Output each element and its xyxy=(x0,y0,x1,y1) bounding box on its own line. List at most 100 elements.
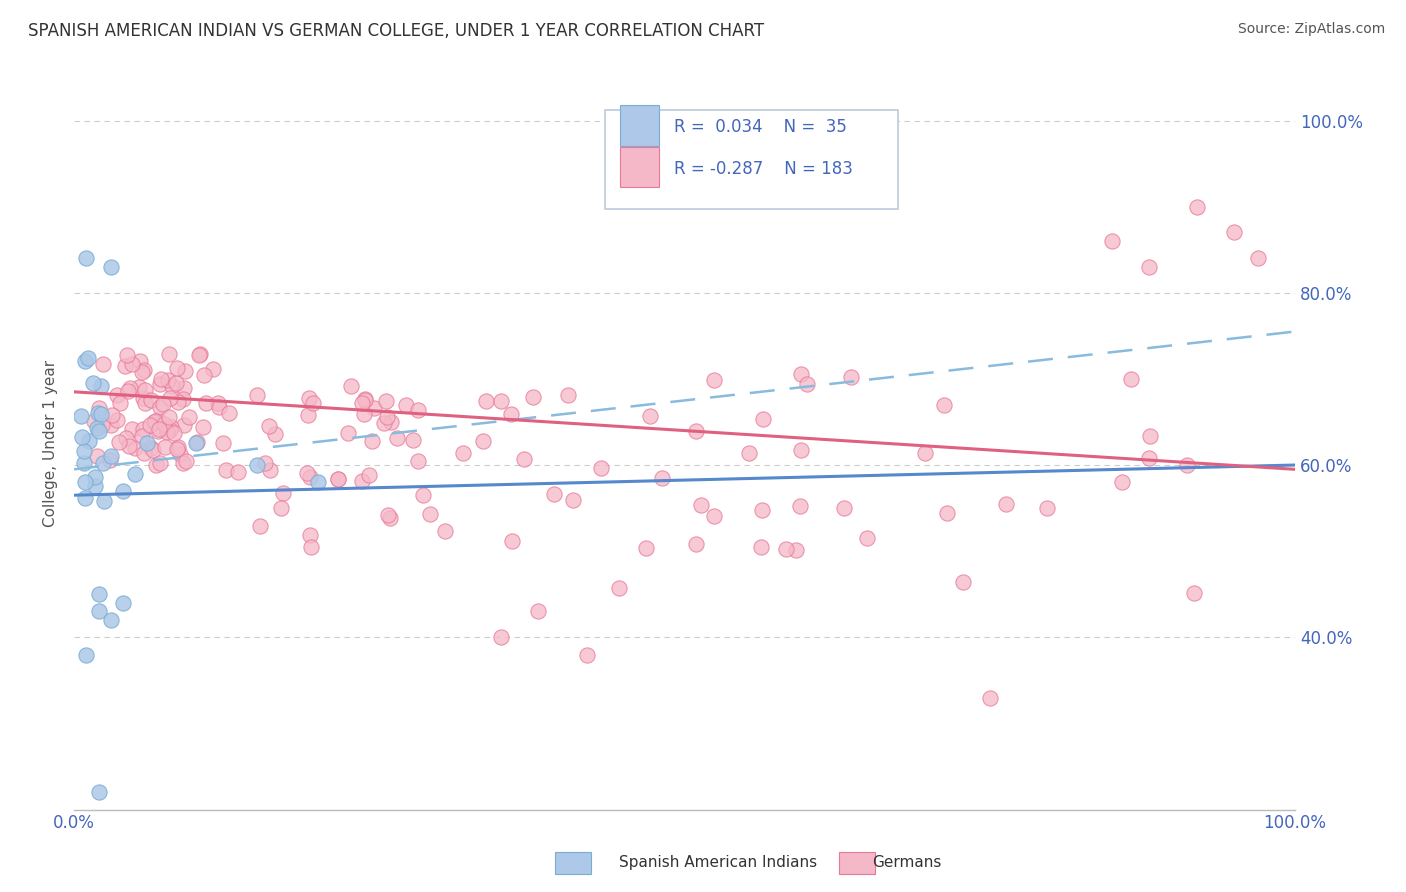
Point xyxy=(259,463,281,477)
Point xyxy=(134,384,156,398)
Point xyxy=(145,458,167,472)
Point xyxy=(1035,500,1057,515)
Point xyxy=(91,357,114,371)
Bar xyxy=(620,105,659,145)
Point xyxy=(87,424,110,438)
Point xyxy=(246,388,269,402)
Point xyxy=(100,450,122,464)
Point xyxy=(163,425,186,440)
Point xyxy=(146,413,169,427)
Point xyxy=(363,401,385,415)
Point xyxy=(172,456,194,470)
Point xyxy=(73,491,96,505)
Point xyxy=(215,462,238,476)
Point xyxy=(186,434,208,449)
Point xyxy=(562,492,585,507)
Point xyxy=(914,446,936,460)
Point xyxy=(169,447,191,461)
Point xyxy=(377,508,399,522)
Point xyxy=(354,392,377,406)
Point xyxy=(159,391,181,405)
Bar xyxy=(620,147,659,187)
Point xyxy=(177,410,200,425)
Point xyxy=(111,596,134,610)
Point xyxy=(257,419,280,434)
Text: R = -0.287    N = 183: R = -0.287 N = 183 xyxy=(673,161,852,178)
Point xyxy=(73,354,96,368)
Point xyxy=(1111,475,1133,490)
Point xyxy=(124,441,146,455)
Point xyxy=(395,398,418,412)
Point xyxy=(703,509,725,524)
Point xyxy=(932,398,955,412)
Point xyxy=(790,367,813,381)
Point xyxy=(142,443,165,458)
Point xyxy=(159,423,181,437)
Point xyxy=(207,395,229,409)
Point xyxy=(575,648,598,662)
Point xyxy=(89,407,111,421)
Point xyxy=(188,348,211,362)
Point xyxy=(132,363,155,377)
Point xyxy=(1247,252,1270,266)
Point xyxy=(86,449,108,463)
Point xyxy=(166,394,188,409)
Point xyxy=(70,430,93,444)
Point xyxy=(703,373,725,387)
Point xyxy=(326,472,349,486)
Point xyxy=(360,434,382,448)
Point xyxy=(108,396,131,410)
Point xyxy=(751,411,773,425)
Point xyxy=(166,442,188,456)
Point xyxy=(374,393,396,408)
Point xyxy=(253,456,276,470)
Point xyxy=(299,540,322,554)
Point xyxy=(118,380,141,394)
Point xyxy=(412,488,434,502)
Point xyxy=(150,372,173,386)
Point xyxy=(353,407,375,421)
Point xyxy=(76,351,98,366)
Point xyxy=(190,346,212,360)
Point xyxy=(775,541,797,556)
Point xyxy=(297,467,319,481)
Point xyxy=(1101,234,1123,248)
Point xyxy=(1223,226,1246,240)
Point xyxy=(785,543,807,558)
Point xyxy=(149,377,172,392)
Point xyxy=(375,409,398,424)
Point xyxy=(789,443,811,458)
Point xyxy=(86,421,108,435)
Point xyxy=(298,528,321,542)
Point xyxy=(307,475,329,490)
Point xyxy=(98,453,121,467)
Point xyxy=(143,414,166,428)
Point xyxy=(117,384,139,398)
Point xyxy=(174,454,197,468)
Text: Germans: Germans xyxy=(872,855,941,870)
Point xyxy=(1175,458,1198,472)
Point xyxy=(157,409,180,424)
Point xyxy=(146,424,169,438)
Point xyxy=(73,456,96,470)
Point xyxy=(979,690,1001,705)
Text: SPANISH AMERICAN INDIAN VS GERMAN COLLEGE, UNDER 1 YEAR CORRELATION CHART: SPANISH AMERICAN INDIAN VS GERMAN COLLEG… xyxy=(28,22,765,40)
Text: Source: ZipAtlas.com: Source: ZipAtlas.com xyxy=(1237,22,1385,37)
Point xyxy=(298,392,321,406)
Point xyxy=(191,420,214,434)
Point xyxy=(148,422,170,436)
Point xyxy=(1187,200,1209,214)
Y-axis label: College, Under 1 year: College, Under 1 year xyxy=(44,360,58,527)
Point xyxy=(139,441,162,455)
Point xyxy=(82,376,104,390)
Point xyxy=(93,494,115,508)
Point xyxy=(796,376,818,391)
Bar xyxy=(555,852,591,874)
Point xyxy=(609,581,631,595)
Point xyxy=(186,436,208,450)
Point xyxy=(121,422,143,436)
Point xyxy=(172,392,194,406)
Point xyxy=(302,395,325,409)
Text: R =  0.034    N =  35: R = 0.034 N = 35 xyxy=(673,118,846,136)
Point xyxy=(249,519,271,533)
